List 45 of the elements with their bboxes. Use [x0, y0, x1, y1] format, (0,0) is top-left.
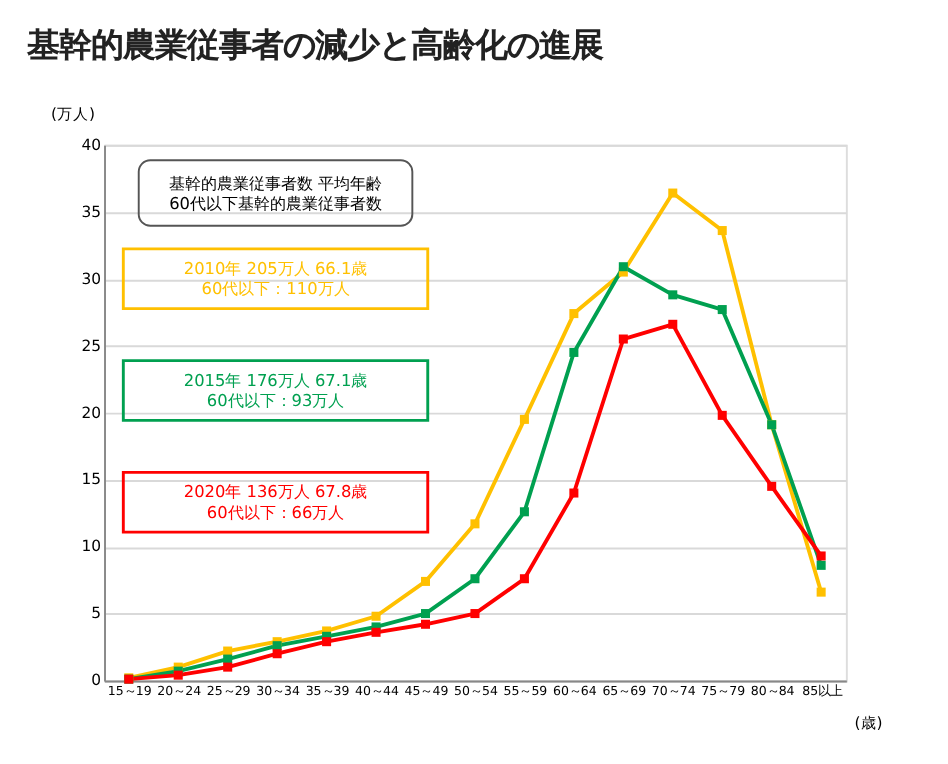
- point: [569, 488, 579, 498]
- legend-title: 基幹的農業従事者数 平均年齢 60代以下基幹的農業従事者数: [168, 173, 383, 214]
- y-tick-label: 0: [91, 671, 102, 690]
- point: [470, 519, 480, 529]
- y-axis-title: (万人): [51, 104, 96, 123]
- text: 2010年 205万人 66.1歳 60代以下：110万人: [183, 257, 368, 299]
- point: [668, 319, 678, 329]
- point: [272, 649, 282, 659]
- y-tick-label: 5: [91, 604, 102, 623]
- y-tick-label: 40: [81, 135, 102, 154]
- x-axis-title: (歳): [854, 713, 883, 732]
- point: [717, 305, 727, 315]
- point: [767, 481, 777, 491]
- point: [519, 507, 529, 517]
- point: [618, 334, 628, 344]
- point: [322, 637, 332, 647]
- point: [519, 414, 529, 424]
- point: [668, 188, 678, 198]
- y-tick-label: 20: [81, 403, 102, 422]
- point: [569, 309, 579, 319]
- point: [371, 627, 381, 637]
- point: [470, 609, 480, 619]
- text: 2015年 176万人 67.1歳 60代以下：93万人: [183, 369, 368, 410]
- point: [470, 574, 480, 584]
- point: [371, 611, 381, 621]
- y-tick-label: 30: [81, 269, 102, 288]
- point: [223, 662, 233, 672]
- point: [717, 410, 727, 420]
- y-tick-label: 10: [81, 537, 102, 556]
- y-tick-label: 35: [81, 202, 102, 221]
- point: [816, 560, 826, 570]
- y-tick-label: 15: [81, 470, 102, 489]
- point: [420, 576, 431, 586]
- point: [668, 290, 678, 300]
- point: [420, 609, 431, 619]
- text: 2020年 136万人 67.8歳 60代以下：66万人: [183, 481, 368, 522]
- point: [420, 619, 431, 629]
- point: [618, 262, 628, 272]
- y-tick-label: 25: [81, 336, 102, 355]
- point: [519, 574, 529, 584]
- point: [569, 347, 579, 357]
- point: [717, 226, 727, 236]
- point: [816, 587, 826, 597]
- chart-title: 基幹的農業従事者の減少と高齢化の進展: [24, 26, 603, 65]
- point: [816, 551, 826, 561]
